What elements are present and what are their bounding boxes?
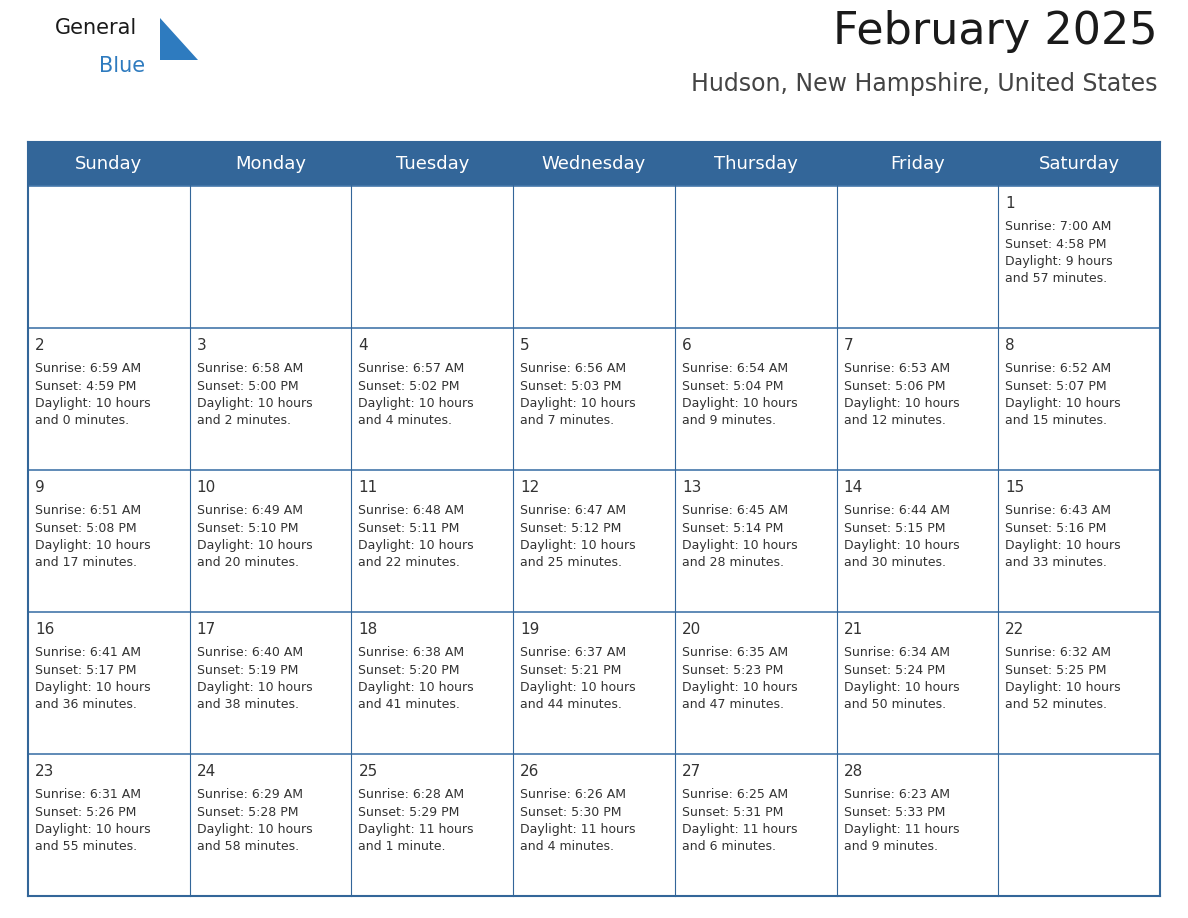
Text: 1: 1 bbox=[1005, 196, 1015, 211]
Text: Sunrise: 6:35 AM
Sunset: 5:23 PM
Daylight: 10 hours
and 47 minutes.: Sunrise: 6:35 AM Sunset: 5:23 PM Dayligh… bbox=[682, 646, 797, 711]
Text: Tuesday: Tuesday bbox=[396, 155, 469, 173]
Text: Sunrise: 6:38 AM
Sunset: 5:20 PM
Daylight: 10 hours
and 41 minutes.: Sunrise: 6:38 AM Sunset: 5:20 PM Dayligh… bbox=[359, 646, 474, 711]
Text: Sunrise: 6:40 AM
Sunset: 5:19 PM
Daylight: 10 hours
and 38 minutes.: Sunrise: 6:40 AM Sunset: 5:19 PM Dayligh… bbox=[197, 646, 312, 711]
Text: Sunrise: 6:48 AM
Sunset: 5:11 PM
Daylight: 10 hours
and 22 minutes.: Sunrise: 6:48 AM Sunset: 5:11 PM Dayligh… bbox=[359, 504, 474, 569]
Text: Sunrise: 6:43 AM
Sunset: 5:16 PM
Daylight: 10 hours
and 33 minutes.: Sunrise: 6:43 AM Sunset: 5:16 PM Dayligh… bbox=[1005, 504, 1121, 569]
Text: Sunrise: 6:59 AM
Sunset: 4:59 PM
Daylight: 10 hours
and 0 minutes.: Sunrise: 6:59 AM Sunset: 4:59 PM Dayligh… bbox=[34, 362, 151, 428]
Text: February 2025: February 2025 bbox=[833, 10, 1158, 53]
Text: 18: 18 bbox=[359, 622, 378, 637]
Bar bbox=[29, 142, 1159, 186]
Text: Sunrise: 6:23 AM
Sunset: 5:33 PM
Daylight: 11 hours
and 9 minutes.: Sunrise: 6:23 AM Sunset: 5:33 PM Dayligh… bbox=[843, 788, 959, 854]
Text: Sunrise: 6:25 AM
Sunset: 5:31 PM
Daylight: 11 hours
and 6 minutes.: Sunrise: 6:25 AM Sunset: 5:31 PM Dayligh… bbox=[682, 788, 797, 854]
Text: Sunday: Sunday bbox=[75, 155, 143, 173]
Text: Sunrise: 6:26 AM
Sunset: 5:30 PM
Daylight: 11 hours
and 4 minutes.: Sunrise: 6:26 AM Sunset: 5:30 PM Dayligh… bbox=[520, 788, 636, 854]
Text: Sunrise: 6:45 AM
Sunset: 5:14 PM
Daylight: 10 hours
and 28 minutes.: Sunrise: 6:45 AM Sunset: 5:14 PM Dayligh… bbox=[682, 504, 797, 569]
Text: Sunrise: 6:31 AM
Sunset: 5:26 PM
Daylight: 10 hours
and 55 minutes.: Sunrise: 6:31 AM Sunset: 5:26 PM Dayligh… bbox=[34, 788, 151, 854]
Text: Thursday: Thursday bbox=[714, 155, 797, 173]
Text: Blue: Blue bbox=[99, 56, 145, 76]
Text: 28: 28 bbox=[843, 764, 862, 779]
Text: 16: 16 bbox=[34, 622, 55, 637]
Text: 21: 21 bbox=[843, 622, 862, 637]
Text: 13: 13 bbox=[682, 480, 701, 495]
Text: Friday: Friday bbox=[890, 155, 944, 173]
Text: Sunrise: 6:41 AM
Sunset: 5:17 PM
Daylight: 10 hours
and 36 minutes.: Sunrise: 6:41 AM Sunset: 5:17 PM Dayligh… bbox=[34, 646, 151, 711]
Text: Sunrise: 6:44 AM
Sunset: 5:15 PM
Daylight: 10 hours
and 30 minutes.: Sunrise: 6:44 AM Sunset: 5:15 PM Dayligh… bbox=[843, 504, 959, 569]
Polygon shape bbox=[160, 18, 198, 60]
Text: 27: 27 bbox=[682, 764, 701, 779]
Text: 24: 24 bbox=[197, 764, 216, 779]
Bar bbox=[29, 328, 1159, 470]
Text: Sunrise: 6:49 AM
Sunset: 5:10 PM
Daylight: 10 hours
and 20 minutes.: Sunrise: 6:49 AM Sunset: 5:10 PM Dayligh… bbox=[197, 504, 312, 569]
Text: Sunrise: 6:56 AM
Sunset: 5:03 PM
Daylight: 10 hours
and 7 minutes.: Sunrise: 6:56 AM Sunset: 5:03 PM Dayligh… bbox=[520, 362, 636, 428]
Text: Sunrise: 6:58 AM
Sunset: 5:00 PM
Daylight: 10 hours
and 2 minutes.: Sunrise: 6:58 AM Sunset: 5:00 PM Dayligh… bbox=[197, 362, 312, 428]
Text: 7: 7 bbox=[843, 338, 853, 353]
Text: 26: 26 bbox=[520, 764, 539, 779]
Text: 22: 22 bbox=[1005, 622, 1024, 637]
Text: Sunrise: 6:54 AM
Sunset: 5:04 PM
Daylight: 10 hours
and 9 minutes.: Sunrise: 6:54 AM Sunset: 5:04 PM Dayligh… bbox=[682, 362, 797, 428]
Text: 4: 4 bbox=[359, 338, 368, 353]
Text: Sunrise: 6:57 AM
Sunset: 5:02 PM
Daylight: 10 hours
and 4 minutes.: Sunrise: 6:57 AM Sunset: 5:02 PM Dayligh… bbox=[359, 362, 474, 428]
Bar bbox=[29, 186, 1159, 328]
Bar bbox=[29, 470, 1159, 612]
Text: 19: 19 bbox=[520, 622, 539, 637]
Text: Sunrise: 6:52 AM
Sunset: 5:07 PM
Daylight: 10 hours
and 15 minutes.: Sunrise: 6:52 AM Sunset: 5:07 PM Dayligh… bbox=[1005, 362, 1121, 428]
Text: Saturday: Saturday bbox=[1038, 155, 1120, 173]
Text: Monday: Monday bbox=[235, 155, 307, 173]
Text: Sunrise: 6:29 AM
Sunset: 5:28 PM
Daylight: 10 hours
and 58 minutes.: Sunrise: 6:29 AM Sunset: 5:28 PM Dayligh… bbox=[197, 788, 312, 854]
Bar bbox=[29, 612, 1159, 754]
Text: Wednesday: Wednesday bbox=[542, 155, 646, 173]
Text: General: General bbox=[55, 18, 138, 38]
Text: 23: 23 bbox=[34, 764, 55, 779]
Text: Sunrise: 6:34 AM
Sunset: 5:24 PM
Daylight: 10 hours
and 50 minutes.: Sunrise: 6:34 AM Sunset: 5:24 PM Dayligh… bbox=[843, 646, 959, 711]
Text: Sunrise: 6:37 AM
Sunset: 5:21 PM
Daylight: 10 hours
and 44 minutes.: Sunrise: 6:37 AM Sunset: 5:21 PM Dayligh… bbox=[520, 646, 636, 711]
Text: 20: 20 bbox=[682, 622, 701, 637]
Text: Sunrise: 7:00 AM
Sunset: 4:58 PM
Daylight: 9 hours
and 57 minutes.: Sunrise: 7:00 AM Sunset: 4:58 PM Dayligh… bbox=[1005, 220, 1113, 285]
Text: 2: 2 bbox=[34, 338, 45, 353]
Text: 15: 15 bbox=[1005, 480, 1024, 495]
Text: Sunrise: 6:51 AM
Sunset: 5:08 PM
Daylight: 10 hours
and 17 minutes.: Sunrise: 6:51 AM Sunset: 5:08 PM Dayligh… bbox=[34, 504, 151, 569]
Text: 14: 14 bbox=[843, 480, 862, 495]
Text: 12: 12 bbox=[520, 480, 539, 495]
Text: 5: 5 bbox=[520, 338, 530, 353]
Text: 3: 3 bbox=[197, 338, 207, 353]
Text: 8: 8 bbox=[1005, 338, 1015, 353]
Text: Sunrise: 6:53 AM
Sunset: 5:06 PM
Daylight: 10 hours
and 12 minutes.: Sunrise: 6:53 AM Sunset: 5:06 PM Dayligh… bbox=[843, 362, 959, 428]
Text: 9: 9 bbox=[34, 480, 45, 495]
Text: Hudson, New Hampshire, United States: Hudson, New Hampshire, United States bbox=[691, 72, 1158, 96]
Text: 17: 17 bbox=[197, 622, 216, 637]
Text: 25: 25 bbox=[359, 764, 378, 779]
Text: 10: 10 bbox=[197, 480, 216, 495]
Bar bbox=[29, 754, 1159, 896]
Text: Sunrise: 6:32 AM
Sunset: 5:25 PM
Daylight: 10 hours
and 52 minutes.: Sunrise: 6:32 AM Sunset: 5:25 PM Dayligh… bbox=[1005, 646, 1121, 711]
Text: 11: 11 bbox=[359, 480, 378, 495]
Text: Sunrise: 6:47 AM
Sunset: 5:12 PM
Daylight: 10 hours
and 25 minutes.: Sunrise: 6:47 AM Sunset: 5:12 PM Dayligh… bbox=[520, 504, 636, 569]
Text: 6: 6 bbox=[682, 338, 691, 353]
Text: Sunrise: 6:28 AM
Sunset: 5:29 PM
Daylight: 11 hours
and 1 minute.: Sunrise: 6:28 AM Sunset: 5:29 PM Dayligh… bbox=[359, 788, 474, 854]
